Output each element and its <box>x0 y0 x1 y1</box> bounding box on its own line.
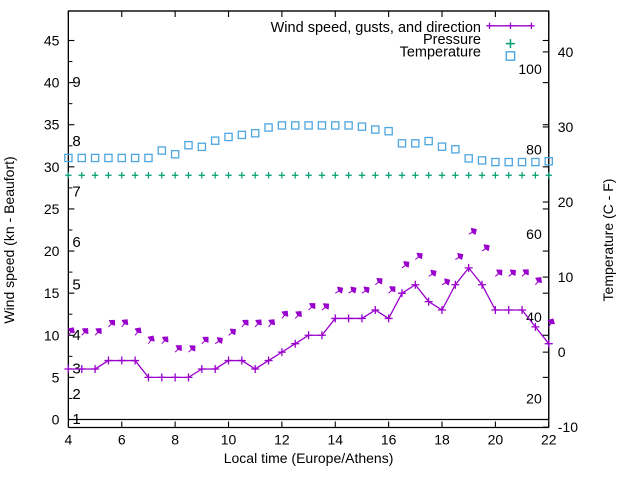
svg-text:60: 60 <box>526 226 542 242</box>
svg-text:0: 0 <box>52 412 60 428</box>
svg-text:20: 20 <box>488 432 504 448</box>
svg-text:4: 4 <box>65 432 73 448</box>
svg-text:0: 0 <box>558 344 566 360</box>
svg-text:Local time (Europe/Athens): Local time (Europe/Athens) <box>224 450 394 466</box>
svg-text:20: 20 <box>526 391 542 407</box>
svg-text:8: 8 <box>171 432 179 448</box>
svg-text:9: 9 <box>72 74 80 91</box>
svg-text:7: 7 <box>72 184 80 201</box>
svg-text:Temperature (C - F): Temperature (C - F) <box>600 179 616 302</box>
svg-text:10: 10 <box>44 327 60 343</box>
svg-text:5: 5 <box>72 276 80 293</box>
svg-text:12: 12 <box>274 432 290 448</box>
svg-text:40: 40 <box>558 44 574 60</box>
svg-text:Wind speed (kn - Beaufort): Wind speed (kn - Beaufort) <box>1 156 17 323</box>
svg-text:35: 35 <box>44 117 60 133</box>
svg-text:6: 6 <box>118 432 126 448</box>
svg-text:80: 80 <box>526 141 542 157</box>
svg-text:10: 10 <box>558 269 574 285</box>
svg-text:30: 30 <box>558 119 574 135</box>
svg-text:20: 20 <box>558 194 574 210</box>
svg-text:25: 25 <box>44 201 60 217</box>
svg-text:-10: -10 <box>558 419 578 435</box>
svg-text:15: 15 <box>44 285 60 301</box>
svg-text:Temperature: Temperature <box>400 44 481 60</box>
svg-text:1: 1 <box>72 411 80 428</box>
svg-text:45: 45 <box>44 33 60 49</box>
svg-text:5: 5 <box>52 369 60 385</box>
svg-text:40: 40 <box>526 309 542 325</box>
svg-text:16: 16 <box>381 432 397 448</box>
svg-text:18: 18 <box>434 432 450 448</box>
svg-text:22: 22 <box>541 432 557 448</box>
svg-text:100: 100 <box>518 61 542 77</box>
svg-text:8: 8 <box>72 133 80 150</box>
svg-text:2: 2 <box>72 386 80 403</box>
svg-text:40: 40 <box>44 75 60 91</box>
svg-text:6: 6 <box>72 234 80 251</box>
svg-text:10: 10 <box>221 432 237 448</box>
svg-text:14: 14 <box>327 432 343 448</box>
svg-text:30: 30 <box>44 159 60 175</box>
svg-text:20: 20 <box>44 243 60 259</box>
